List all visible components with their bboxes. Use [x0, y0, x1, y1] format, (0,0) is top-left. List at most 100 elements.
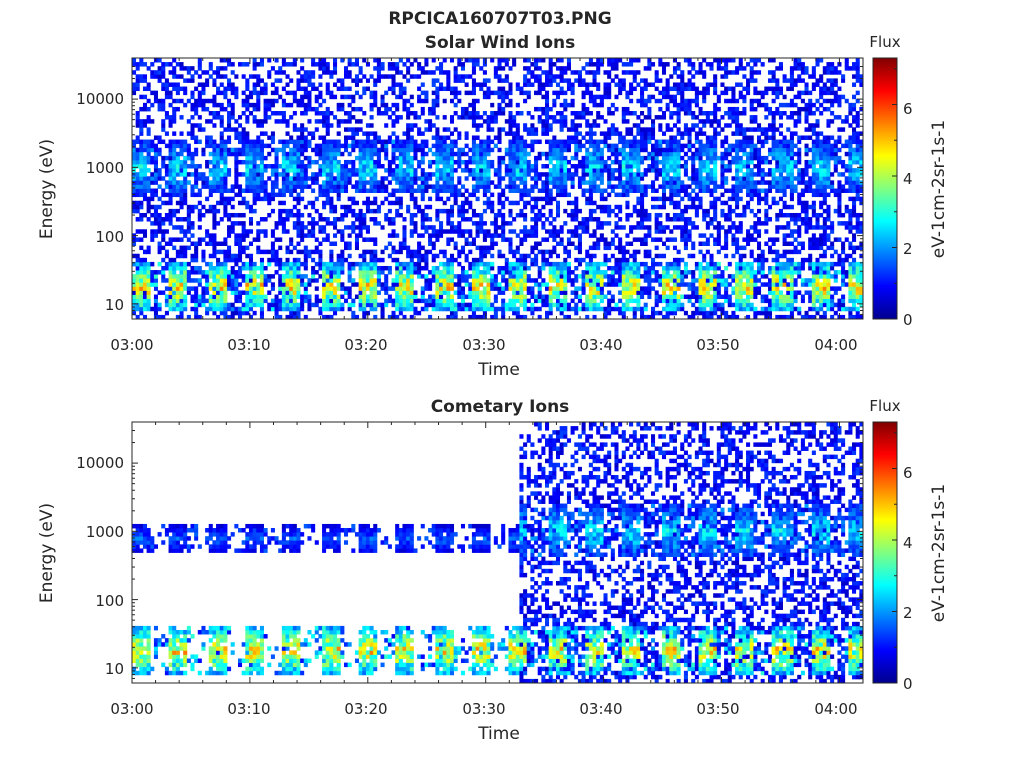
heatmap-cell [548, 115, 553, 120]
heatmap-cell [362, 151, 367, 157]
heatmap-cell [380, 102, 385, 108]
heatmap-cell [245, 168, 250, 173]
heatmap-cell [146, 200, 151, 206]
heatmap-cell [603, 294, 608, 300]
heatmap-cell [292, 286, 297, 291]
heatmap-cell [585, 225, 590, 230]
heatmap-cell [263, 265, 268, 271]
heatmap-cell [428, 123, 433, 128]
heatmap-cell [574, 310, 579, 316]
heatmap-cell [172, 151, 177, 157]
heatmap-cell [278, 212, 283, 218]
heatmap-cell [497, 131, 502, 136]
heatmap-cell [175, 253, 180, 259]
heatmap-cell [581, 155, 586, 161]
heatmap-cell [475, 143, 480, 149]
heatmap-cell [435, 176, 440, 181]
heatmap-cell [347, 86, 352, 92]
heatmap-cell [519, 176, 524, 181]
heatmap-cell [245, 204, 250, 210]
heatmap-cell [168, 172, 173, 177]
heatmap-cell [508, 282, 513, 287]
heatmap-cell [596, 172, 601, 177]
heatmap-cell [205, 159, 210, 165]
heatmap-cell [322, 200, 327, 206]
heatmap-cell [292, 290, 297, 295]
heatmap-cell [610, 62, 615, 67]
heatmap-cell [270, 164, 275, 169]
heatmap-cell [588, 265, 593, 271]
heatmap-cell [508, 212, 513, 218]
heatmap-cell [504, 184, 509, 189]
heatmap-cell [603, 241, 608, 246]
heatmap-cell [395, 119, 400, 124]
heatmap-cell [365, 180, 370, 185]
heatmap-cell [526, 233, 531, 238]
heatmap-cell [179, 196, 184, 202]
heatmap-cell [132, 70, 137, 75]
heatmap-cell [340, 237, 345, 242]
heatmap-cell [621, 70, 626, 75]
heatmap-cell [259, 184, 264, 189]
heatmap-cell [296, 135, 301, 140]
heatmap-cell [486, 249, 491, 255]
heatmap-cell [267, 261, 272, 267]
heatmap-cell [296, 217, 301, 222]
heatmap-cell [610, 270, 615, 275]
heatmap-cell [285, 184, 290, 189]
heatmap-cell [216, 90, 221, 96]
heatmap-cell [153, 155, 158, 161]
heatmap-cell [150, 155, 155, 161]
heatmap-cell [186, 237, 191, 242]
heatmap-cell [614, 159, 619, 165]
heatmap-cell [278, 147, 283, 153]
heatmap-cell [164, 286, 169, 291]
heatmap-cell [625, 241, 630, 246]
heatmap-cell [354, 233, 359, 238]
heatmap-cell [409, 261, 414, 267]
heatmap-cell [395, 106, 400, 112]
heatmap-cell [490, 192, 495, 198]
heatmap-cell [621, 119, 626, 124]
heatmap-cell [424, 274, 429, 279]
heatmap-cell [234, 253, 239, 259]
heatmap-cell [460, 62, 465, 67]
heatmap-cell [552, 115, 557, 120]
heatmap-cell [292, 294, 297, 300]
heatmap-cell [534, 282, 539, 287]
heatmap-cell [190, 159, 195, 165]
heatmap-cell [252, 274, 257, 279]
heatmap-cell [420, 147, 425, 153]
heatmap-cell [449, 147, 455, 153]
heatmap-cell [139, 139, 144, 145]
heatmap-cell [607, 257, 612, 263]
heatmap-cell [621, 135, 626, 140]
heatmap-cell [347, 180, 352, 185]
heatmap-cell [179, 131, 184, 136]
heatmap-cell [504, 282, 509, 287]
heatmap-cell [194, 106, 199, 112]
heatmap-cell [281, 298, 286, 304]
heatmap-cell [384, 286, 389, 291]
heatmap-cell [508, 261, 513, 267]
heatmap-cell [139, 159, 144, 165]
heatmap-cell [208, 172, 213, 177]
heatmap-cell [497, 253, 502, 259]
heatmap-cell [142, 314, 148, 320]
heatmap-cell [256, 74, 261, 79]
heatmap-cell [490, 90, 495, 96]
heatmap-cell [504, 168, 509, 173]
heatmap-cell [413, 221, 418, 226]
heatmap-cell [621, 192, 626, 198]
heatmap-cell [387, 192, 392, 198]
heatmap-cell [153, 135, 158, 140]
heatmap-cell [219, 310, 224, 316]
heatmap-cell [428, 176, 433, 181]
heatmap-cell [300, 212, 305, 218]
heatmap-cell [504, 261, 509, 267]
heatmap-cell [446, 172, 451, 177]
heatmap-cell [223, 265, 228, 271]
heatmap-cell [574, 155, 579, 161]
heatmap-cell [179, 261, 184, 267]
heatmap-cell [263, 115, 268, 120]
